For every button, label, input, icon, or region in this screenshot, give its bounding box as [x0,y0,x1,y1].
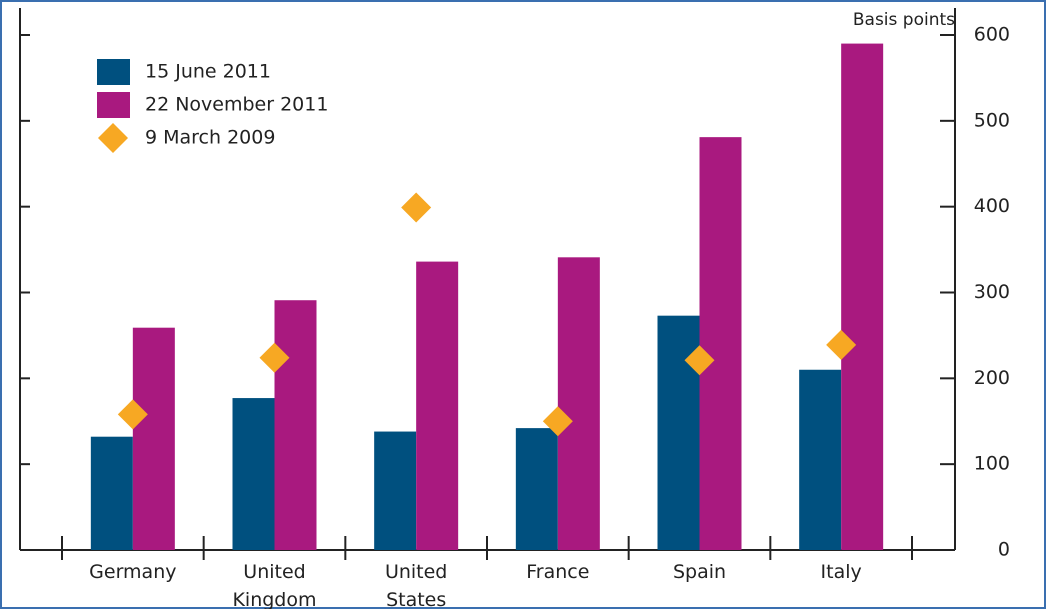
x-tick-label: United Kingdom [232,561,316,609]
bar [841,43,884,550]
x-tick-label: Spain [673,561,726,583]
bar [232,398,275,550]
diamond-marker [117,399,148,430]
x-tick-label: United States [385,561,447,609]
diamond-marker [826,329,857,360]
y-tick-label: 0 [998,539,1010,561]
bar [799,369,842,550]
bar [657,315,700,550]
x-tick-label: Italy [821,561,862,583]
diamond-marker [542,406,573,437]
bar [374,431,417,550]
x-tick-label: France [526,561,589,583]
x-tick-label: Germany [89,561,176,583]
y-tick-label: 200 [974,367,1010,389]
bar [699,137,742,550]
y-axis-label: Basis points [853,10,955,30]
bar [274,300,317,550]
bar [416,261,459,550]
y-tick-label: 100 [974,453,1010,475]
y-tick-label: 300 [974,281,1010,303]
y-tick-label: 600 [974,24,1010,46]
legend-swatch [97,59,130,85]
legend-swatch [98,123,128,153]
legend-label: 15 June 2011 [145,61,271,83]
legend-label: 9 March 2009 [145,127,275,149]
legend-label: 22 November 2011 [145,94,328,116]
y-tick-label: 500 [974,109,1010,131]
legend-swatch [97,92,130,118]
y-tick-label: 400 [974,195,1010,217]
bar [515,428,558,550]
diamond-marker [684,345,715,376]
bar [557,257,600,550]
diamond-marker [259,342,290,373]
bar [132,327,175,550]
bar [90,436,133,550]
diamond-marker [401,192,432,223]
